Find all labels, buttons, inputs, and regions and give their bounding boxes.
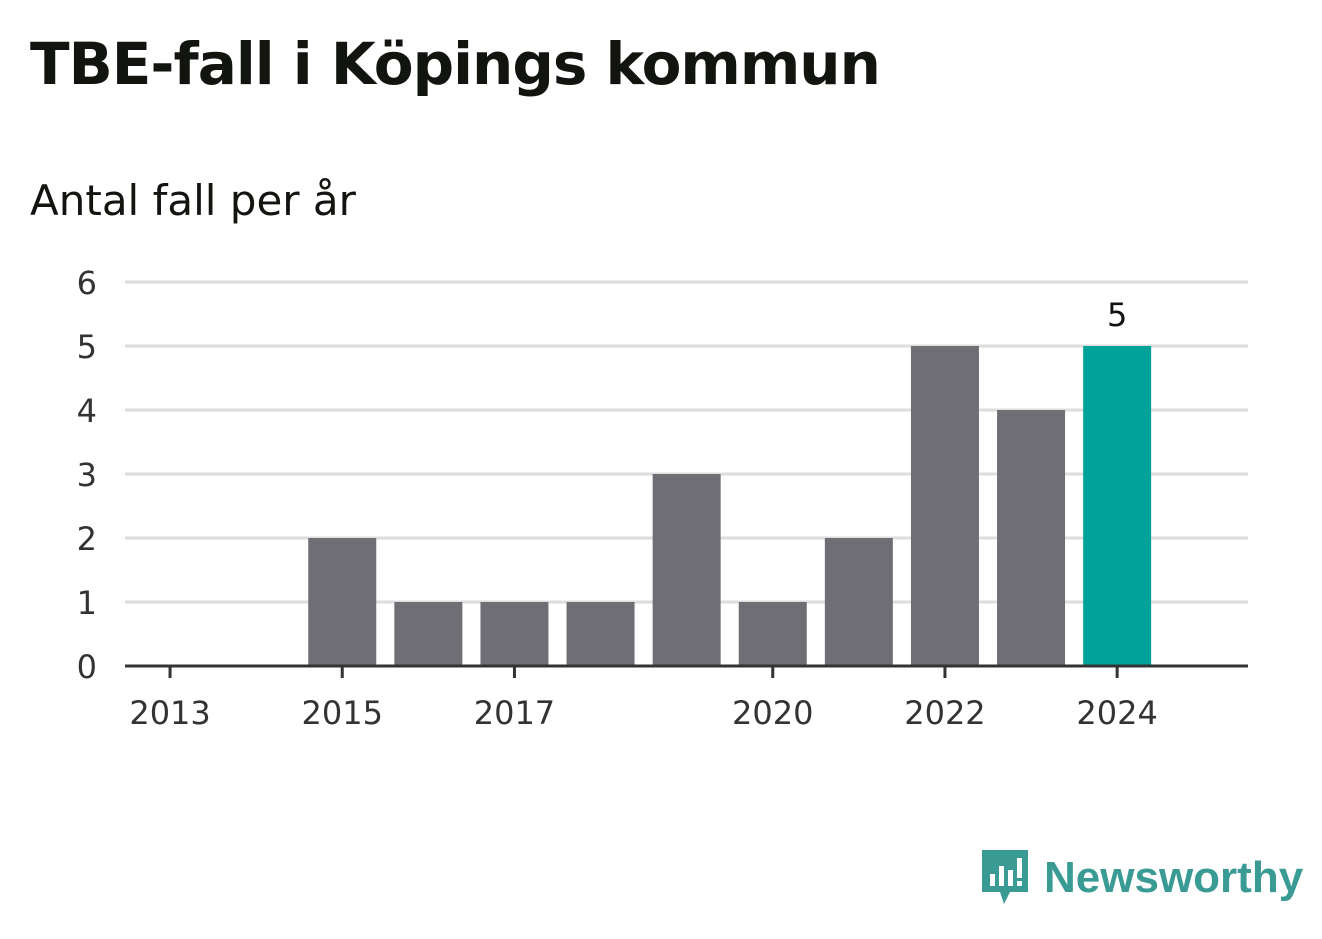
x-tick-label: 2024: [1076, 694, 1157, 732]
y-tick-label: 0: [77, 648, 97, 686]
bar: [738, 602, 807, 666]
bar: [480, 602, 549, 666]
bar-highlight: [1083, 346, 1152, 666]
x-tick-label: 2022: [904, 694, 985, 732]
x-tick-label: 2017: [474, 694, 555, 732]
newsworthy-logo-icon: [982, 850, 1028, 904]
bar-chart: 0 1 2 3 4 5 6 2013 2015 2017 2020 2022 2024 5: [77, 264, 1248, 732]
bars: [308, 346, 1152, 666]
x-tick-label: 2020: [732, 694, 813, 732]
labels: 0 1 2 3 4 5 6 2013 2015 2017 2020 2022 2024 5: [77, 264, 1158, 732]
bar: [308, 538, 377, 666]
bar: [652, 474, 721, 666]
x-tick-label: 2013: [129, 694, 210, 732]
chart-title: TBE-fall i Köpings kommun: [30, 30, 881, 98]
bar: [824, 538, 893, 666]
x-axis: [125, 664, 1248, 678]
newsworthy-brand: Newsworthy: [980, 846, 1303, 910]
data-label: 5: [1107, 296, 1127, 334]
y-tick-label: 3: [77, 456, 97, 494]
chart-subtitle: Antal fall per år: [30, 176, 356, 225]
bar: [910, 346, 979, 666]
y-tick-label: 5: [77, 328, 97, 366]
y-tick-label: 4: [77, 392, 97, 430]
y-tick-label: 6: [77, 264, 97, 302]
bar: [997, 410, 1066, 666]
brand-name: Newsworthy: [1044, 853, 1304, 902]
bar: [566, 602, 635, 666]
bar: [394, 602, 463, 666]
x-tick-label: 2015: [302, 694, 383, 732]
y-tick-label: 2: [77, 520, 97, 558]
y-tick-label: 1: [77, 584, 97, 622]
